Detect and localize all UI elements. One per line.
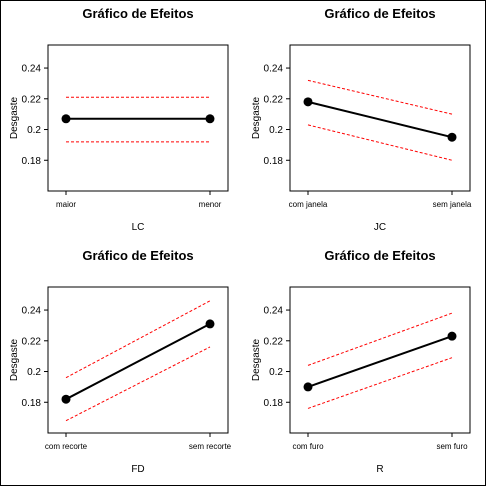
x-category-label: menor <box>199 200 222 209</box>
effect-point <box>61 114 71 124</box>
y-tick-label: 0.22 <box>264 94 284 105</box>
y-axis-label: Desgaste <box>9 338 20 381</box>
x-category-label: com janela <box>289 200 328 209</box>
effect-point <box>303 382 313 392</box>
x-category-label: com recorte <box>45 442 88 451</box>
effect-point <box>447 331 457 341</box>
x-category-label: sem furo <box>436 442 468 451</box>
effects-panel: Gráfico de Efeitos 0.18 0.2 0.22 0.24 com fur… <box>251 248 471 475</box>
x-axis-label: FD <box>131 464 144 475</box>
effect-point <box>61 394 71 404</box>
x-category-label: com furo <box>292 442 324 451</box>
panel-title: Gráfico de Efeitos <box>324 248 435 263</box>
effect-point <box>205 114 215 124</box>
y-axis-label: Desgaste <box>9 96 20 139</box>
effect-point <box>447 132 457 142</box>
effect-point <box>303 97 313 107</box>
upper-ci-line <box>65 300 211 379</box>
panel-title: Gráfico de Efeitos <box>324 6 435 21</box>
x-category-label: sem janela <box>433 200 472 209</box>
y-tick-label: 0.2 <box>269 367 283 378</box>
y-tick-label: 0.22 <box>264 336 284 347</box>
y-tick-label: 0.24 <box>22 64 42 75</box>
effects-panel: Gráfico de Efeitos 0.18 0.2 0.22 0.24 maior me… <box>9 6 229 233</box>
x-axis-label: JC <box>374 222 386 233</box>
lower-ci-line <box>65 346 211 422</box>
x-category-label: sem recorte <box>189 442 232 451</box>
y-tick-label: 0.18 <box>22 398 42 409</box>
effect-line <box>307 335 453 388</box>
effect-point <box>205 319 215 329</box>
y-tick-label: 0.2 <box>269 125 283 136</box>
y-axis-label: Desgaste <box>251 96 262 139</box>
plot-frame <box>289 44 471 192</box>
effect-line <box>307 100 453 139</box>
y-tick-label: 0.24 <box>264 64 284 75</box>
y-tick-label: 0.22 <box>22 94 42 105</box>
panel-title: Gráfico de Efeitos <box>82 6 193 21</box>
y-tick-label: 0.2 <box>27 367 41 378</box>
plot-frame <box>289 286 471 434</box>
y-tick-label: 0.2 <box>27 125 41 136</box>
x-axis-label: R <box>376 464 383 475</box>
y-tick-label: 0.24 <box>264 306 284 317</box>
effects-panel: Gráfico de Efeitos 0.18 0.2 0.22 0.24 com jan… <box>251 6 472 233</box>
y-axis-label: Desgaste <box>251 338 262 381</box>
lower-ci-line <box>307 357 453 409</box>
x-axis-label: LC <box>132 222 145 233</box>
y-tick-label: 0.18 <box>264 156 284 167</box>
panel-title: Gráfico de Efeitos <box>82 248 193 263</box>
upper-ci-line <box>307 312 453 366</box>
y-tick-label: 0.18 <box>264 398 284 409</box>
effects-panel: Gráfico de Efeitos 0.18 0.2 0.22 0.24 com rec… <box>9 248 232 475</box>
plot-frame <box>47 44 229 192</box>
plot-frame <box>47 286 229 434</box>
x-category-label: maior <box>56 200 76 209</box>
y-tick-label: 0.24 <box>22 306 42 317</box>
y-tick-label: 0.18 <box>22 156 42 167</box>
effect-line <box>65 322 211 401</box>
y-tick-label: 0.22 <box>22 336 42 347</box>
